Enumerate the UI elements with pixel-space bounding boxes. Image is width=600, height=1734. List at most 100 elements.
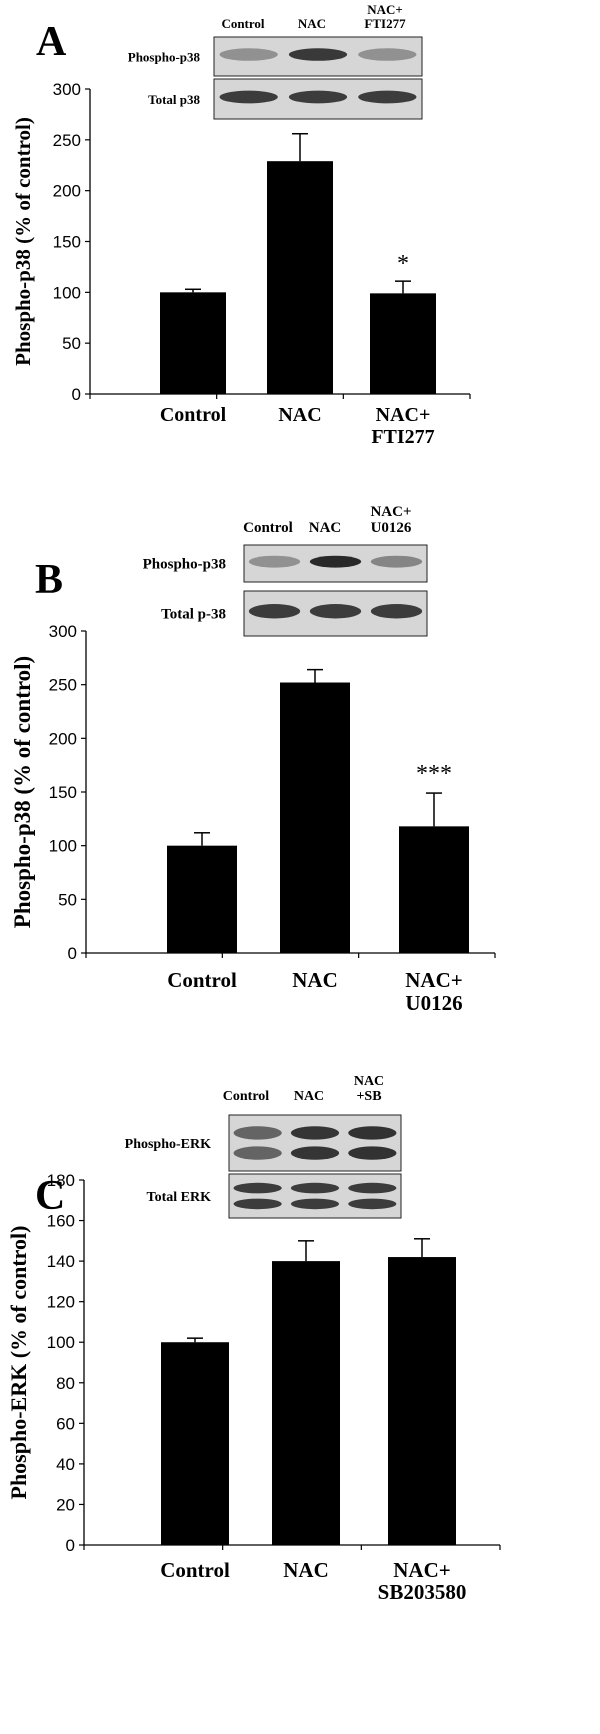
bar [399, 826, 469, 953]
blot-frame [228, 1114, 402, 1172]
panel-b-graphic: B Phospho-p38 Total p-38 Control NAC NAC+ U012… [10, 504, 496, 1015]
blot-lane-label: NAC +SB [354, 1074, 384, 1104]
y-tick-label: 250 [53, 131, 81, 150]
blot-frame [228, 1173, 402, 1219]
blot-row-label: Phospho-p38 [128, 50, 201, 65]
blot-lane-label: NAC+ FTI277 [364, 2, 406, 31]
blot-row-label: Phospho-p38 [143, 557, 226, 573]
x-category-label: NAC+ FTI277 [371, 404, 434, 448]
y-tick-label: 50 [62, 334, 81, 353]
y-tick-label: 140 [47, 1252, 75, 1271]
blot-band [370, 604, 423, 619]
blot-band [219, 48, 278, 61]
y-axis-label: Phospho-ERK (% of control) [6, 1226, 31, 1500]
panel-c-graphic: C Phospho-ERK Total ERK Control NAC NAC +SB 0 20… [6, 1074, 501, 1604]
y-tick-label: 20 [56, 1495, 75, 1514]
panel-letter: C [35, 1173, 65, 1219]
blot-band [233, 1126, 282, 1140]
blot-lane-label: NAC [298, 16, 326, 31]
blot-row-label: Total ERK [147, 1190, 212, 1205]
y-axis-label: Phospho-p38 (% of control) [10, 656, 35, 928]
bar [167, 845, 237, 953]
blot-row-label: Total p-38 [161, 607, 226, 623]
blot-total-row [228, 1173, 402, 1219]
x-category-label: NAC [278, 404, 321, 426]
blot-band [288, 48, 348, 61]
y-tick-label: 150 [49, 783, 77, 802]
panel-c: C Phospho-ERK Total ERK Control NAC NAC +SB 0 20… [0, 1074, 600, 1734]
x-category-label: NAC+ U0126 [405, 968, 462, 1015]
bar [272, 1261, 340, 1545]
x-category-label: NAC+ SB203580 [378, 1558, 467, 1604]
blot-band [233, 1146, 282, 1160]
panel-b: B Phospho-p38 Total p-38 Control NAC NAC+ U012… [0, 504, 600, 1115]
blot-band [290, 1198, 340, 1210]
blot-lane-label: Control [243, 520, 293, 536]
bar [160, 292, 226, 394]
blot-band [348, 1126, 397, 1140]
blot-band [348, 1182, 397, 1194]
panel-letter: B [35, 557, 63, 603]
blot-band [233, 1198, 282, 1210]
blot-band [370, 555, 423, 568]
x-category-label: Control [160, 1558, 230, 1582]
blot-band [348, 1198, 397, 1210]
blot-lane-label: Control [223, 1089, 270, 1104]
y-tick-label: 0 [68, 944, 77, 963]
y-tick-label: 80 [56, 1374, 75, 1393]
bar [280, 682, 350, 953]
blot-lane-label: Control [221, 16, 264, 31]
blot-band [290, 1146, 340, 1160]
blot-band [309, 604, 362, 619]
y-tick-label: 160 [47, 1212, 75, 1231]
y-tick-label: 100 [53, 283, 81, 302]
y-axis-label: Phospho-p38 (% of control) [11, 117, 35, 366]
bar [388, 1257, 456, 1545]
blot-phospho-row [228, 1114, 402, 1172]
blot-phospho-row [243, 544, 428, 583]
y-tick-label: 250 [49, 676, 77, 695]
blot-row-label: Total p38 [148, 92, 200, 107]
y-tick-label: 200 [53, 182, 81, 201]
x-category-label: NAC [292, 968, 338, 992]
bar [161, 1342, 229, 1545]
y-tick-label: 100 [47, 1333, 75, 1352]
blot-band [288, 90, 348, 104]
panel-a: A Phospho-p38 Total p38 Control NAC NAC+ FTI27… [0, 0, 600, 520]
y-tick-label: 50 [58, 890, 77, 909]
y-tick-label: 300 [49, 622, 77, 641]
blot-band [309, 555, 362, 568]
blot-total-row [243, 590, 428, 637]
bar [370, 293, 436, 394]
blot-band [358, 48, 417, 61]
y-tick-label: 0 [72, 385, 81, 404]
blot-lane-label: NAC [309, 520, 342, 536]
y-tick-label: 120 [47, 1293, 75, 1312]
y-tick-label: 300 [53, 80, 81, 99]
blot-band [219, 90, 278, 104]
y-tick-label: 180 [47, 1171, 75, 1190]
panel-letter: A [36, 19, 67, 65]
y-tick-label: 100 [49, 837, 77, 856]
x-category-label: NAC [283, 1558, 329, 1582]
blot-total-row [213, 78, 423, 120]
y-tick-label: 60 [56, 1414, 75, 1433]
blot-lane-label: NAC [294, 1089, 324, 1104]
bar [267, 161, 333, 394]
significance-marker: *** [416, 761, 452, 787]
y-tick-label: 150 [53, 233, 81, 252]
x-category-label: Control [160, 404, 227, 426]
blot-band [290, 1126, 340, 1140]
blot-lane-label: NAC+ U0126 [370, 504, 411, 536]
blot-band [290, 1182, 340, 1194]
blot-band [248, 555, 301, 568]
blot-band [348, 1146, 397, 1160]
panel-a-graphic: A Phospho-p38 Total p38 Control NAC NAC+ FTI27… [11, 2, 471, 448]
x-category-label: Control [167, 968, 237, 992]
blot-band [233, 1182, 282, 1194]
y-tick-label: 0 [66, 1536, 75, 1555]
blot-band [248, 604, 301, 619]
blot-band [358, 90, 417, 104]
blot-phospho-row [213, 36, 423, 77]
y-tick-label: 40 [56, 1455, 75, 1474]
